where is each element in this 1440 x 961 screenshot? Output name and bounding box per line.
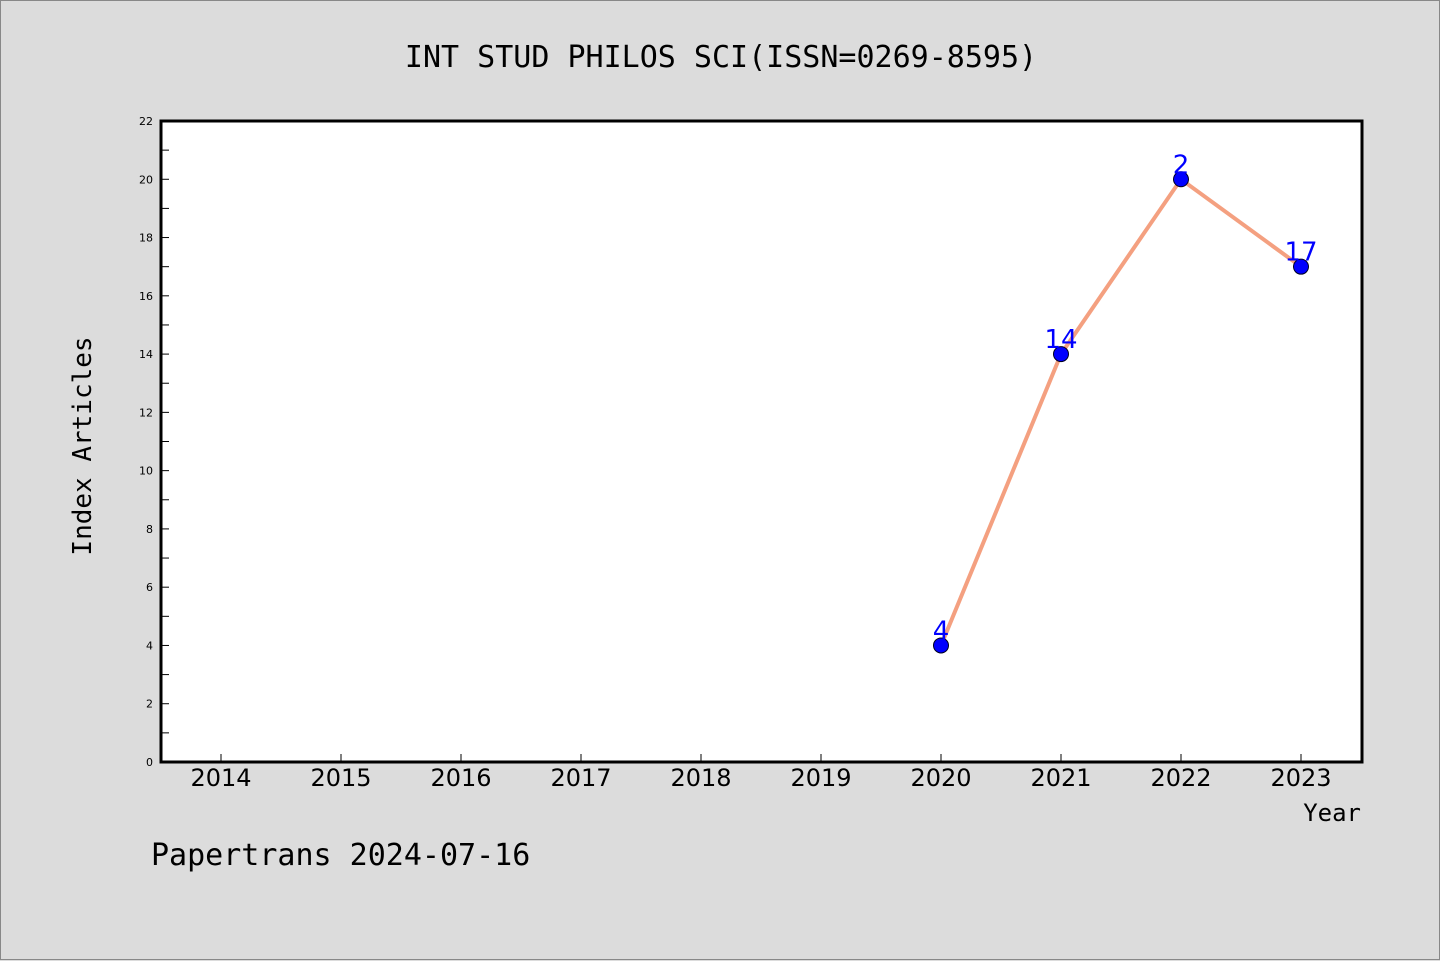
y-tick-label: 10: [139, 465, 153, 478]
x-tick-label: 2017: [550, 764, 611, 792]
y-tick-label: 2: [146, 698, 153, 711]
y-tick-label: 22: [139, 115, 153, 128]
footer-text: Papertrans 2024-07-16: [151, 838, 530, 873]
y-tick-label: 0: [146, 756, 153, 769]
data-point: [1293, 258, 1309, 275]
series-group: 4 14 2 17: [933, 150, 1318, 654]
data-point: [933, 637, 949, 654]
y-tick-label: 8: [146, 523, 153, 536]
x-tick-label: 2015: [310, 764, 371, 792]
y-tick-label: 18: [139, 232, 153, 245]
x-tick-label: 2022: [1150, 764, 1211, 792]
x-tick-label: 2014: [190, 764, 251, 792]
y-axis-label: Index Articles: [68, 336, 98, 555]
series-line: [939, 176, 1303, 647]
data-label: 2: [1173, 150, 1190, 180]
plot-area: [159, 119, 1364, 764]
y-tick-label: 12: [139, 406, 153, 419]
x-tick-label: 2023: [1270, 764, 1331, 792]
y-tick-label: 4: [146, 639, 153, 652]
data-label: 14: [1044, 325, 1077, 355]
y-axis: 0 2 4 6 8 10 12 14 16 18 20 22: [139, 115, 169, 769]
y-tick-label: 16: [139, 290, 153, 303]
x-tick-label: 2018: [670, 764, 731, 792]
data-point: [1173, 171, 1189, 188]
x-tick-label: 2021: [1030, 764, 1091, 792]
data-point: [1053, 346, 1069, 363]
x-axis: 2014 2015 2016 2017 2018 2019 2020 2021 2022 2023: [190, 754, 1332, 792]
x-tick-label: 2020: [910, 764, 971, 792]
y-tick-label: 6: [146, 581, 153, 594]
y-tick-label: 20: [139, 173, 153, 186]
data-label: 17: [1284, 238, 1317, 268]
y-tick-label: 14: [139, 348, 153, 361]
chart-title: INT STUD PHILOS SCI(ISSN=0269-8595): [405, 40, 1037, 75]
data-label: 4: [933, 616, 950, 646]
x-axis-label: Year: [1303, 799, 1361, 827]
x-tick-label: 2019: [790, 764, 851, 792]
x-tick-label: 2016: [430, 764, 491, 792]
